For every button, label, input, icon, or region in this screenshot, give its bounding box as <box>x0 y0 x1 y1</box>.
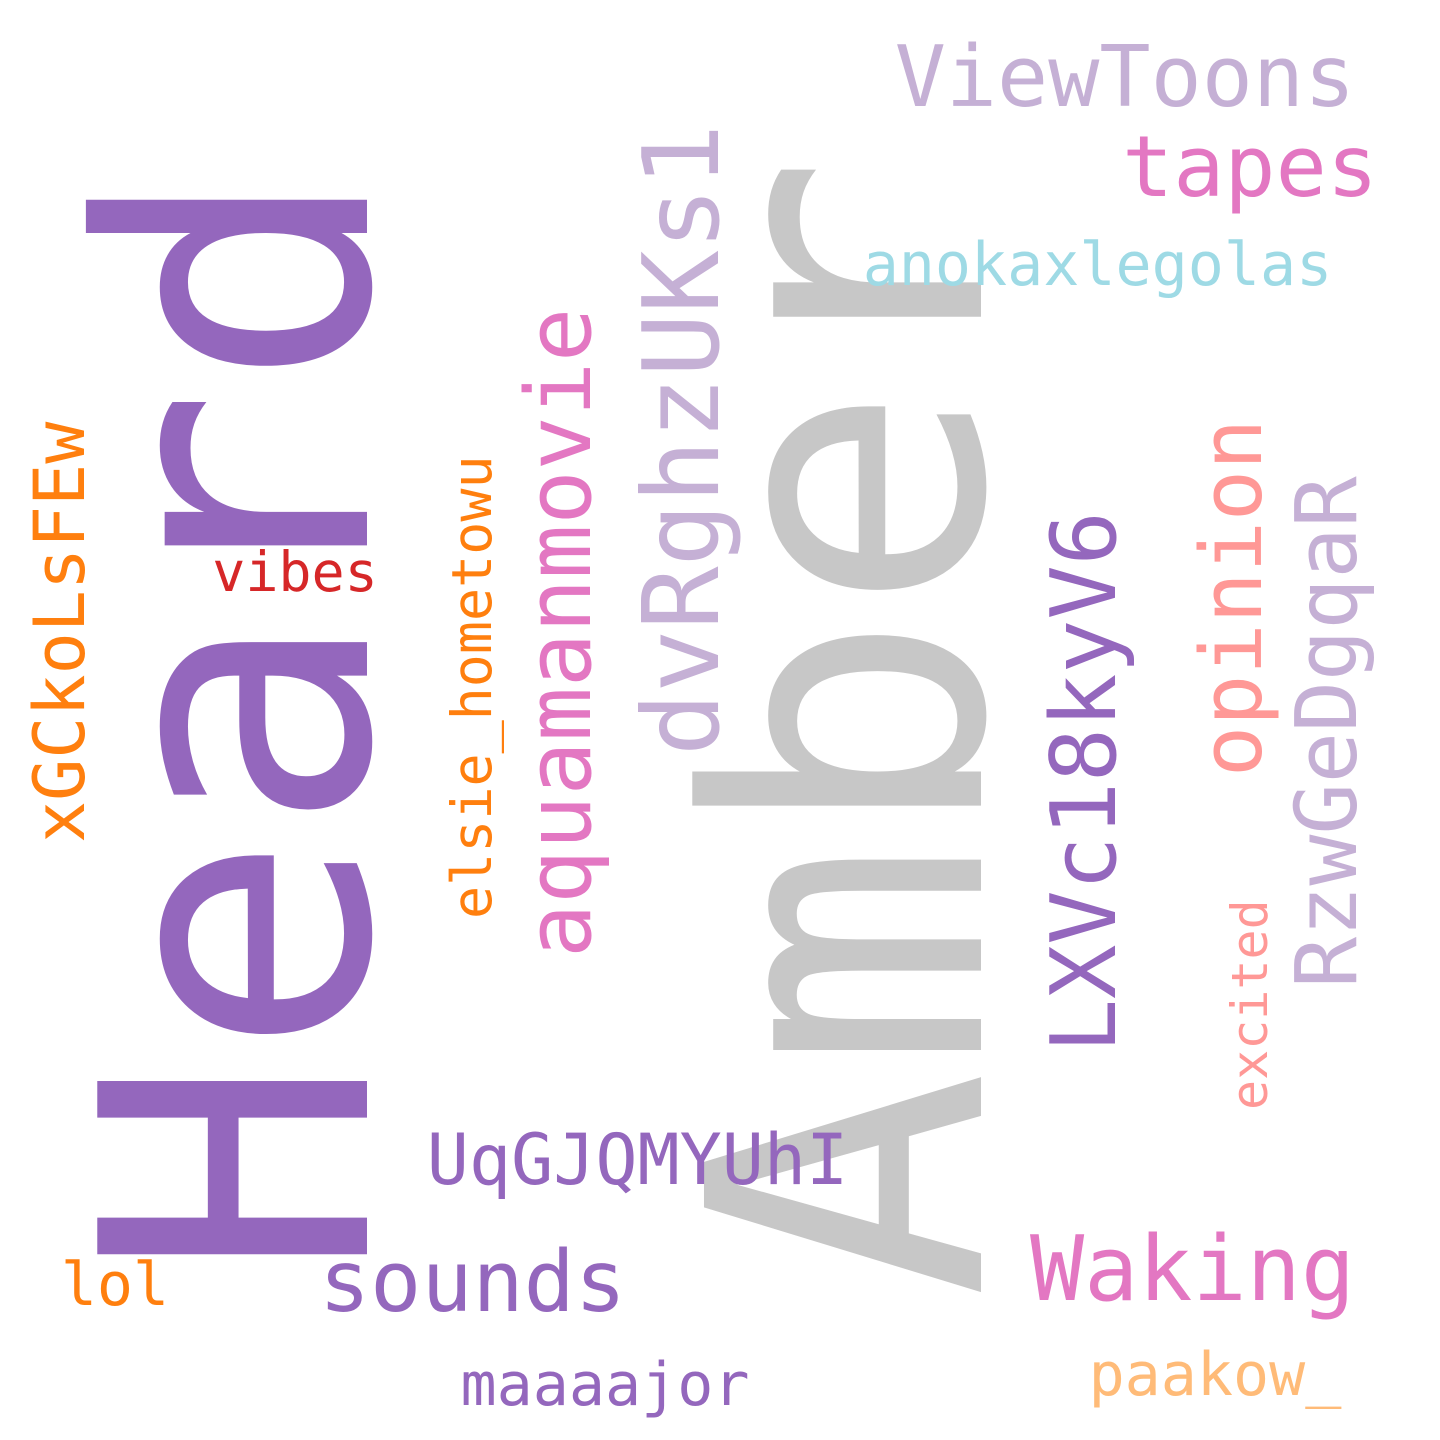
word-opinion: opinion <box>1183 418 1282 777</box>
word-lxvc18kyv6: LXVc18kyV6 <box>1032 511 1137 1054</box>
word-elsie-hometowu: elsie_hometowu <box>440 455 504 920</box>
word-vibes: vibes <box>212 540 378 604</box>
word-xgckolsfew: xGCkoLsFEw <box>19 421 101 844</box>
word-lol: lol <box>60 1250 170 1320</box>
word-tapes: tapes <box>1122 118 1378 217</box>
word-maaaajor: maaaajor <box>460 1350 750 1420</box>
word-heard: Heard <box>25 165 455 1280</box>
word-uqgjqmyuhi: UqGJQMYUhI <box>426 1119 849 1201</box>
word-rzwgedgqar: RzwGeDgqaR <box>1278 476 1377 989</box>
word-excited: excited <box>1221 899 1279 1111</box>
word-waking: Waking <box>1029 1217 1356 1322</box>
word-paakow: paakow_ <box>1088 1340 1342 1410</box>
word-anokaxlegolas: anokaxlegolas <box>862 230 1333 300</box>
word-viewtoons: ViewToons <box>894 28 1356 127</box>
word-sounds: sounds <box>318 1233 627 1332</box>
word-aquamanmovie: aquamanmovie <box>507 307 612 958</box>
word-dvrghzuks1: dvRghzUKs1 <box>621 123 743 757</box>
